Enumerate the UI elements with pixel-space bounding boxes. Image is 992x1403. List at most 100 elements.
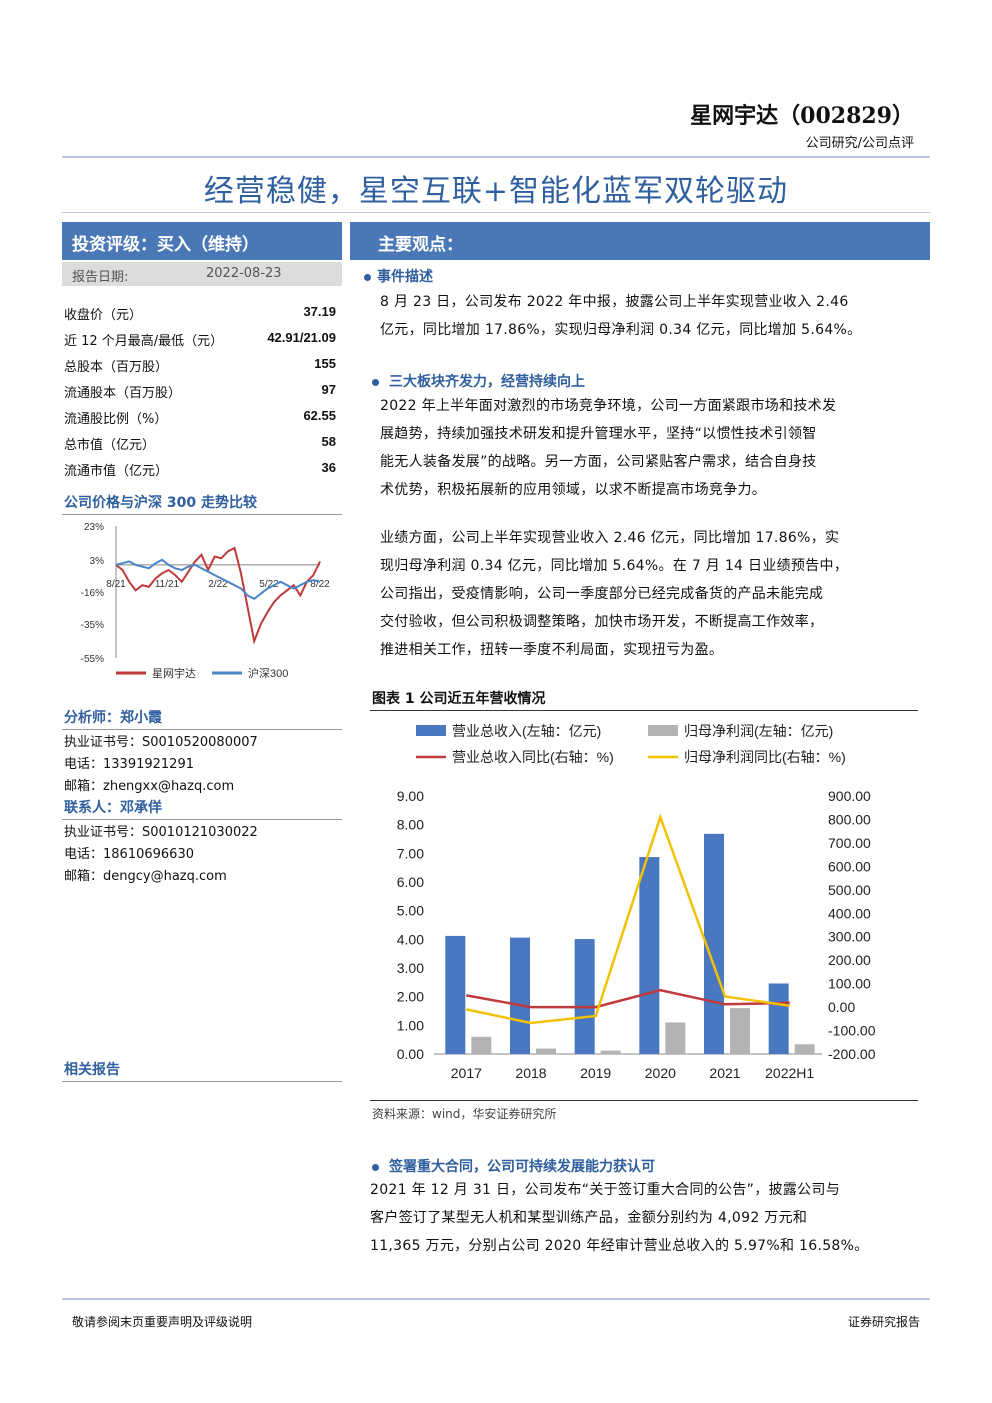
- info-line: 邮箱：dengcy@hazq.com: [64, 869, 227, 884]
- section-growth-title: 三大板块齐发力，经营持续向上: [372, 371, 585, 391]
- y-right-tick-label: 100.00: [828, 976, 871, 992]
- y-tick-label: 23%: [84, 522, 104, 533]
- bar: [445, 935, 466, 1054]
- metric-value: 37.19: [303, 304, 336, 319]
- series-line: [466, 988, 790, 1009]
- x-tick-label: 2019: [580, 1065, 611, 1081]
- metric-value: 62.55: [303, 408, 336, 423]
- main-points-bar: 主要观点：: [350, 222, 930, 260]
- y-right-tick-label: 0.00: [828, 999, 855, 1015]
- x-tick-label: 8/21: [106, 579, 126, 590]
- price-chart-title: 公司价格与沪深 300 走势比较: [64, 495, 257, 511]
- report-date-value: 2022-08-23: [206, 266, 282, 281]
- paragraph-line: 2021 年 12 月 31 日，公司发布“关于签订重大合同的公告”，披露公司与: [370, 1182, 841, 1198]
- x-tick-label: 2018: [515, 1065, 546, 1081]
- paragraph-line: 交付验收，但公司积极调整策略，加快市场开发，不断提高工作效率，: [380, 614, 824, 630]
- series-line: [466, 813, 790, 1025]
- bullet-icon: [372, 378, 379, 386]
- legend-label: 星网宇达: [152, 667, 196, 680]
- bar: [536, 1048, 556, 1054]
- x-tick-label: 5/22: [259, 579, 279, 590]
- y-right-tick-label: -200.00: [828, 1046, 876, 1062]
- metric-label: 总市值（亿元）: [64, 438, 156, 453]
- figure-source: 资料来源：wind，华安证券研究所: [372, 1107, 557, 1121]
- legend-swatch: [416, 725, 446, 736]
- x-tick-label: 2022H1: [765, 1065, 814, 1081]
- bar: [600, 1050, 621, 1054]
- price-chart-rule: [62, 514, 342, 515]
- legend-label: 归母净利润(左轴：亿元): [684, 723, 833, 739]
- paragraph-line: 11,365 万元，分别占公司 2020 年经审计营业总收入的 5.97%和 1…: [370, 1238, 869, 1254]
- legend-label: 沪深300: [248, 666, 288, 680]
- y-tick-label: -16%: [81, 588, 104, 599]
- price-chart: 23% 3% -16% -35% -55% 8/21 11/21 2/22 5/22 8/22 星网…: [81, 522, 331, 680]
- paragraph-line: 术优势，积极拓展新的应用领域，以求不断提高市场竞争力。: [380, 482, 767, 498]
- figure-rule-top: [370, 710, 918, 711]
- legend-swatch: [648, 725, 678, 736]
- y-tick-label: -35%: [81, 620, 104, 631]
- paragraph-line: 能无人装备发展”的战略。另一方面，公司紧贴客户需求，结合自身技: [380, 454, 817, 470]
- y-left-tick-label: 7.00: [397, 845, 424, 861]
- metric-row: 总股本（百万股） 155: [64, 356, 336, 382]
- metric-label: 收盘价（元）: [64, 308, 143, 323]
- legend-label: 营业总收入(左轴：亿元): [452, 723, 601, 739]
- paragraph-line: 客户签订了某型无人机和某型训练产品，金额分别约为 4,092 万元和: [370, 1210, 808, 1226]
- paragraph-line: 8 月 23 日，公司发布 2022 年中报，披露公司上半年实现营业收入 2.4…: [380, 294, 849, 310]
- metric-value: 42.91/21.09: [267, 330, 336, 345]
- paragraph-line: 现归母净利润 0.34 亿元，同比增加 5.64%。在 7 月 14 日业绩预告…: [380, 558, 849, 574]
- paragraph-line: 推进相关工作，扭转一季度不利局面，实现扭亏为盈。: [380, 642, 724, 658]
- contact-rule: [62, 819, 342, 820]
- y-right-tick-label: 900.00: [828, 788, 871, 804]
- metric-row: 流通市值（亿元） 36: [64, 460, 336, 486]
- y-right-tick-label: -100.00: [828, 1023, 876, 1039]
- section-contract-title: 签署重大合同，公司可持续发展能力获认可: [372, 1156, 655, 1176]
- figure-title: 图表 1 公司近五年营收情况: [372, 691, 546, 707]
- x-tick-label: 2017: [451, 1065, 482, 1081]
- bullet-icon: [364, 273, 371, 281]
- report-date-row: 报告日期: 2022-08-23: [62, 262, 342, 286]
- metric-label: 近 12 个月最高/最低（元）: [64, 334, 224, 349]
- y-right-tick-label: 700.00: [828, 835, 871, 851]
- y-left-tick-label: 6.00: [397, 874, 424, 890]
- y-left-tick-label: 1.00: [397, 1017, 424, 1033]
- y-left-tick-label: 5.00: [397, 903, 424, 919]
- y-left-tick-label: 8.00: [397, 817, 424, 833]
- x-tick-label: 8/22: [310, 579, 330, 590]
- metric-row: 总市值（亿元） 58: [64, 434, 336, 460]
- info-line: 电话：18610696630: [64, 847, 194, 862]
- rating-label: 投资评级：买入（维持）: [72, 235, 259, 255]
- x-tick-label: 2/22: [208, 579, 228, 590]
- bar: [730, 1008, 750, 1054]
- legend-label: 营业总收入同比(右轴：%): [452, 749, 614, 765]
- y-right-tick-label: 500.00: [828, 882, 871, 898]
- main-points-label: 主要观点：: [378, 235, 463, 255]
- y-right-tick-label: 200.00: [828, 952, 871, 968]
- paragraph-line: 2022 年上半年面对激烈的市场竞争环境，公司一方面紧跟市场和技术发: [380, 398, 837, 414]
- bar: [704, 833, 724, 1054]
- bar: [471, 1036, 492, 1054]
- company-title: 星网宇达（002829）: [690, 103, 914, 129]
- info-line: 执业证书号：S0010121030022: [64, 825, 258, 840]
- bar: [794, 1044, 815, 1054]
- y-right-tick-label: 300.00: [828, 929, 871, 945]
- info-line: 邮箱：zhengxx@hazq.com: [64, 779, 235, 794]
- footer-rule: [62, 1298, 930, 1300]
- bar: [510, 937, 530, 1054]
- related-rule: [62, 1081, 342, 1082]
- bar: [639, 857, 660, 1054]
- figure-rule-bottom: [370, 1100, 918, 1101]
- legend-label: 归母净利润同比(右轴：%): [684, 749, 846, 765]
- metric-label: 流通市值（亿元）: [64, 464, 169, 479]
- x-tick-label: 2020: [645, 1065, 676, 1081]
- info-line: 执业证书号：S0010520080007: [64, 735, 258, 750]
- footer-disclaimer: 敬请参阅末页重要声明及评级说明: [72, 1315, 253, 1329]
- metric-label: 总股本（百万股）: [64, 360, 169, 375]
- y-tick-label: 3%: [90, 556, 105, 567]
- page-title: 经营稳健，星空互联+智能化蓝军双轮驱动: [203, 174, 789, 209]
- metric-row: 流通股本（百万股） 97: [64, 382, 336, 408]
- section-event-title: 事件描述: [364, 266, 433, 286]
- metric-row: 流通股比例（%） 62.55: [64, 408, 336, 434]
- header-rule: [62, 156, 930, 158]
- contact-label: 联系人：邓承佯: [64, 800, 162, 816]
- metric-value: 155: [314, 356, 336, 371]
